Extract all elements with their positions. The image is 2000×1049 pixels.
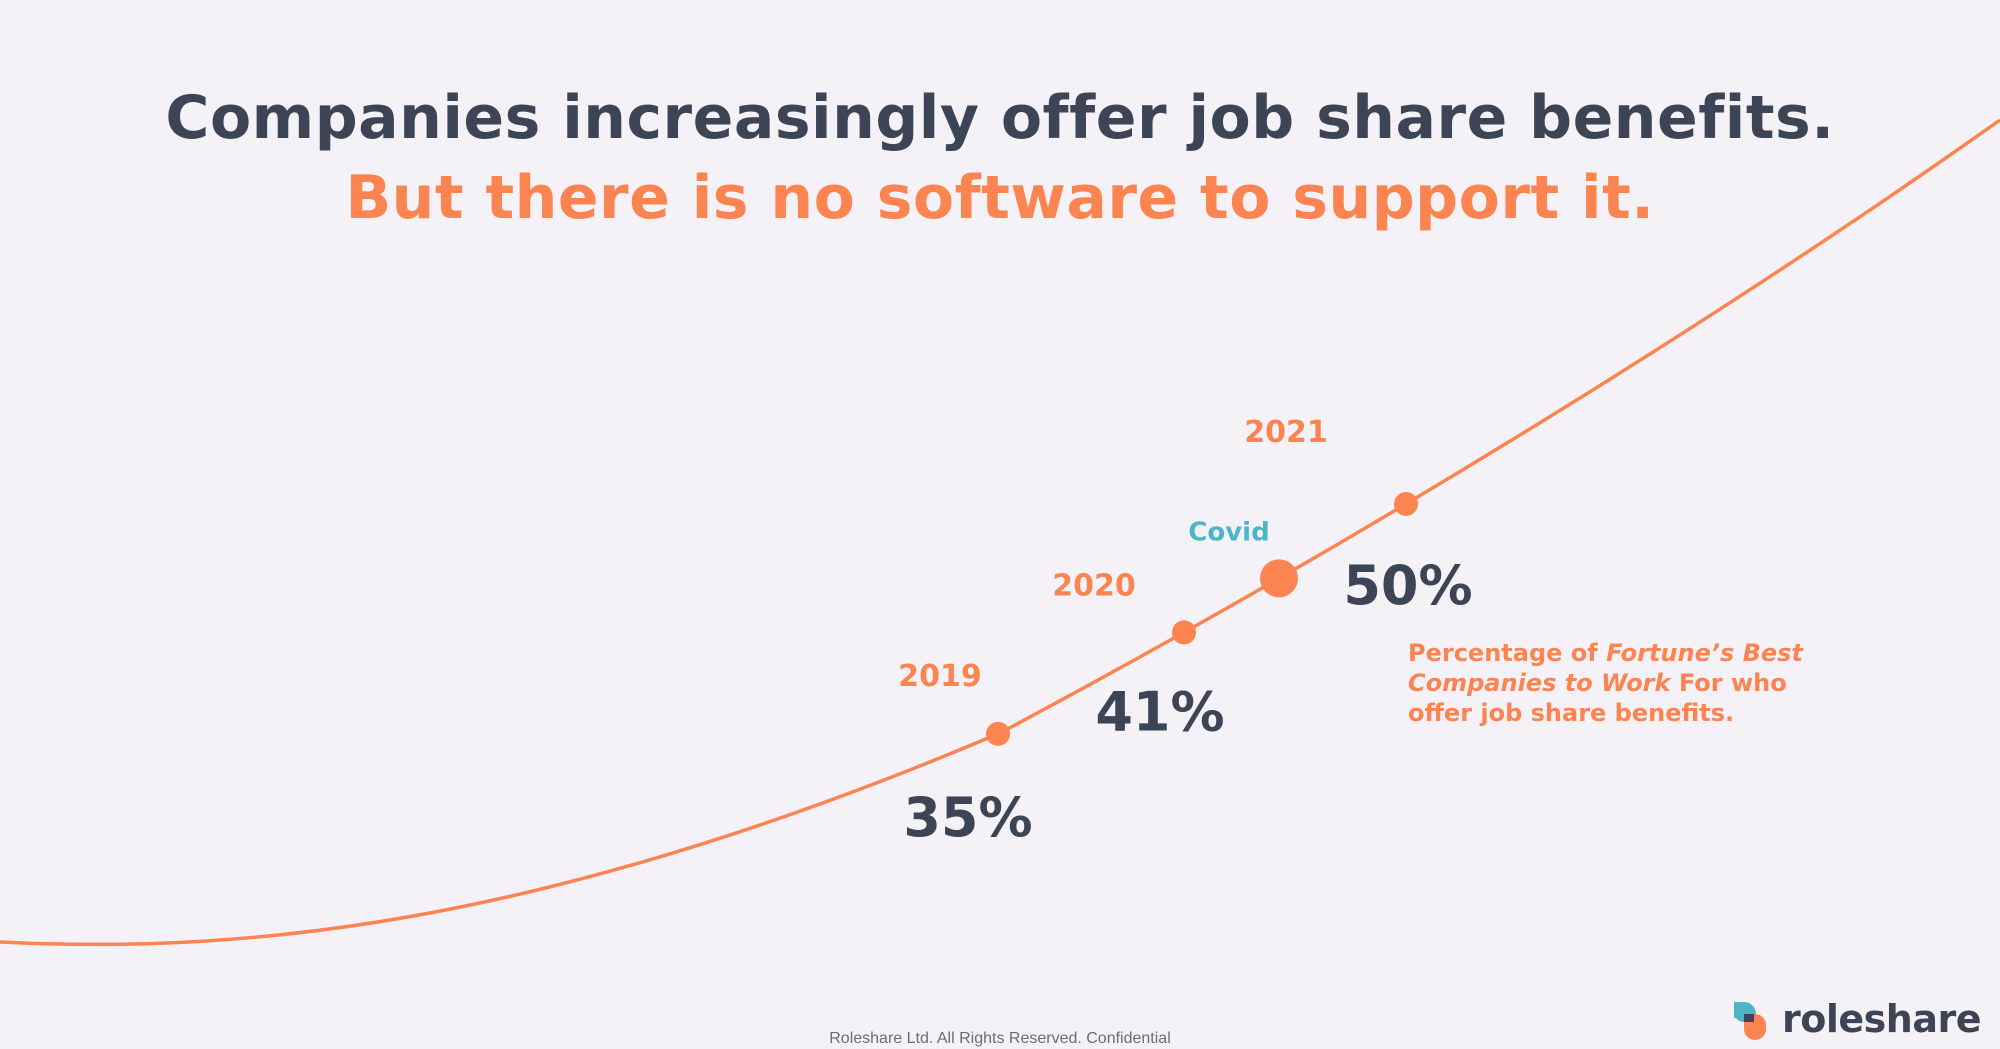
roleshare-logo: roleshare (1728, 997, 1981, 1044)
headline-line-1: Companies increasingly offer job share b… (165, 83, 1835, 153)
value-label-2019: 35% (903, 786, 1032, 849)
data-point-2020 (1171, 620, 1196, 645)
value-label-2020: 41% (1095, 680, 1224, 743)
data-point-2021 (1393, 491, 1418, 516)
caption-text: offer job share benefits. (1408, 699, 1734, 727)
roleshare-logo-icon (1734, 1002, 1766, 1040)
chart-caption: Percentage of Fortune’s Best Companies to… (1408, 639, 1804, 727)
caption-text: Percentage of (1408, 639, 1606, 667)
data-point-2019 (986, 721, 1010, 746)
headline: Companies increasingly offer job share b… (0, 78, 2000, 238)
caption-text: For who (1670, 669, 1786, 697)
footer-text: Roleshare Ltd. All Rights Reserved. Conf… (829, 1030, 1171, 1047)
caption-italic: Fortune’s Best (1606, 639, 1804, 667)
value-label-2021: 50% (1343, 554, 1472, 617)
covid-label: Covid (1188, 517, 1269, 547)
headline-line-2: But there is no software to support it. (345, 163, 1655, 233)
roleshare-logo-text: roleshare (1782, 997, 1981, 1041)
year-label-2020: 2020 (1052, 568, 1136, 603)
caption-italic: Companies to Work (1408, 669, 1673, 697)
covid-marker (1260, 559, 1298, 598)
year-label-2019: 2019 (898, 659, 982, 694)
year-label-2021: 2021 (1244, 415, 1328, 450)
